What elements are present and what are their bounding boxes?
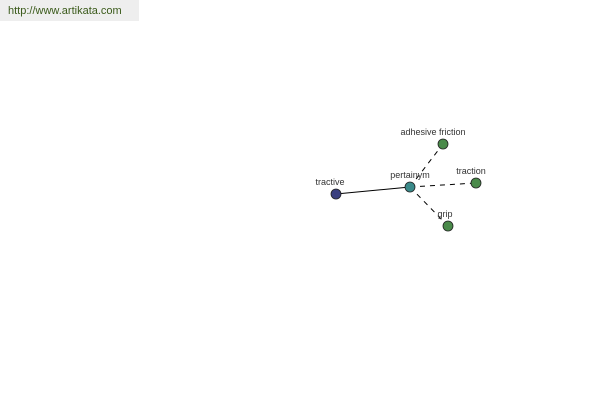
node-label-grip[interactable]: grip: [437, 209, 452, 219]
node-center[interactable]: [404, 181, 416, 193]
node-label-tractive[interactable]: tractive: [315, 177, 344, 187]
node-adhesive-friction[interactable]: [437, 138, 449, 150]
node-traction[interactable]: [470, 177, 482, 189]
node-label-center[interactable]: pertainym: [390, 170, 430, 180]
edge-adhesive-friction: [409, 143, 444, 188]
edge-traction: [409, 182, 477, 188]
node-grip[interactable]: [442, 220, 454, 232]
watermark-link[interactable]: http://www.artikata.com: [0, 0, 139, 21]
node-tractive[interactable]: [330, 188, 342, 200]
edge-tractive: [335, 186, 411, 195]
edge-grip: [409, 186, 449, 227]
node-label-traction[interactable]: traction: [456, 166, 486, 176]
node-label-adhesive-friction[interactable]: adhesive friction: [400, 127, 465, 137]
